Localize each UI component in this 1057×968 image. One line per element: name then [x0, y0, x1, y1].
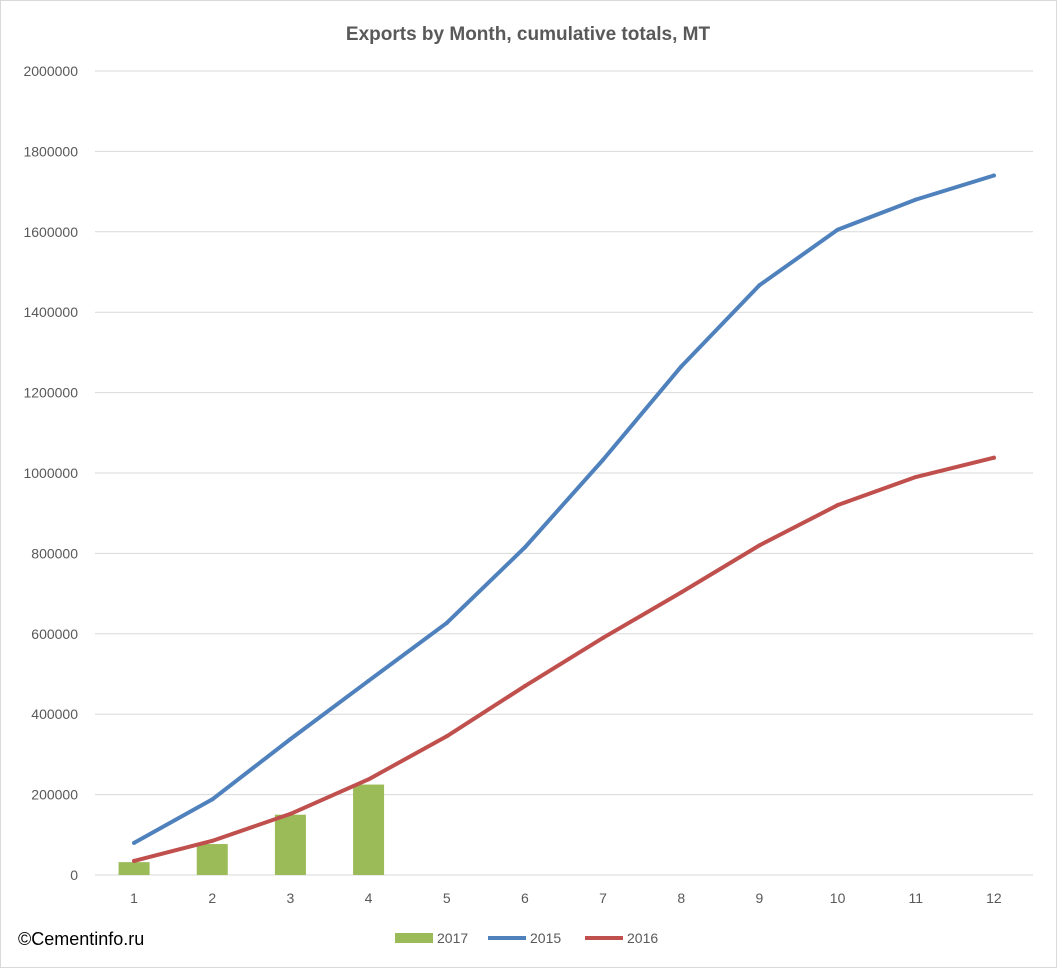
y-tick-label: 1600000	[23, 224, 78, 240]
point-2016-11	[913, 475, 918, 480]
y-tick-label: 1400000	[23, 304, 78, 320]
legend-item-2017: 2017	[395, 930, 468, 946]
point-2016-4	[366, 777, 371, 782]
point-2015-6	[522, 545, 527, 550]
x-tick-label: 1	[130, 890, 138, 906]
point-2015-11	[913, 197, 918, 202]
y-tick-label: 1000000	[23, 465, 78, 481]
x-tick-label: 8	[677, 890, 685, 906]
x-tick-label: 10	[830, 890, 846, 906]
x-tick-label: 9	[756, 890, 764, 906]
legend-swatch-2017	[395, 933, 433, 943]
x-tick-label: 7	[599, 890, 607, 906]
point-2015-7	[601, 457, 606, 462]
point-2015-9	[757, 283, 762, 288]
legend-item-2016: 2016	[585, 930, 658, 946]
x-tick-label: 4	[365, 890, 373, 906]
x-axis-tick-labels: 1 2 3 4 5 6 7 8 9 10 11 12	[130, 890, 1002, 906]
x-tick-label: 2	[208, 890, 216, 906]
y-tick-label: 2000000	[23, 63, 78, 79]
line-series-2015	[132, 173, 996, 845]
chart-title: Exports by Month, cumulative totals, MT	[346, 24, 711, 45]
x-tick-label: 3	[287, 890, 295, 906]
x-tick-label: 5	[443, 890, 451, 906]
x-tick-label: 12	[986, 890, 1002, 906]
legend-label-2015: 2015	[530, 930, 561, 946]
y-tick-label: 200000	[31, 787, 78, 803]
point-2016-3	[288, 811, 293, 816]
x-tick-label: 6	[521, 890, 529, 906]
y-tick-label: 1800000	[23, 143, 78, 159]
point-2016-12	[991, 455, 996, 460]
y-tick-label: 800000	[31, 545, 78, 561]
bar-2017-1	[118, 862, 150, 875]
point-2016-7	[601, 635, 606, 640]
bar-2017-4	[353, 784, 385, 875]
point-2016-5	[444, 734, 449, 739]
point-2015-3	[288, 737, 293, 742]
bar-2017-3	[274, 814, 306, 875]
grid-layer	[95, 70, 1033, 876]
y-tick-label: 0	[70, 867, 78, 883]
legend-label-2016: 2016	[627, 930, 658, 946]
point-2015-8	[679, 364, 684, 369]
point-2016-1	[132, 858, 137, 863]
legend-label-2017: 2017	[437, 930, 468, 946]
point-2016-2	[210, 838, 215, 843]
point-2016-10	[835, 503, 840, 508]
point-2015-5	[444, 620, 449, 625]
y-tick-label: 600000	[31, 626, 78, 642]
point-2016-6	[522, 684, 527, 689]
line-series-layer	[132, 173, 996, 863]
y-tick-label: 1200000	[23, 385, 78, 401]
y-axis-tick-labels: 0 200000 400000 600000 800000 1000000 1200000 1…	[23, 63, 78, 883]
point-2016-9	[757, 543, 762, 548]
legend: 2017 2015 2016	[395, 930, 658, 946]
point-2015-1	[132, 840, 137, 845]
point-2015-12	[991, 173, 996, 178]
legend-item-2015: 2015	[488, 930, 561, 946]
point-2016-8	[679, 590, 684, 595]
bar-series-layer	[118, 784, 385, 875]
line-series-2016	[132, 455, 996, 863]
x-tick-label: 11	[908, 890, 923, 906]
y-tick-label: 400000	[31, 706, 78, 722]
point-2015-10	[835, 227, 840, 232]
point-2015-2	[210, 797, 215, 802]
point-2015-4	[366, 678, 371, 683]
credit-text: ©Cementinfo.ru	[18, 929, 144, 949]
bar-2017-2	[196, 844, 228, 875]
